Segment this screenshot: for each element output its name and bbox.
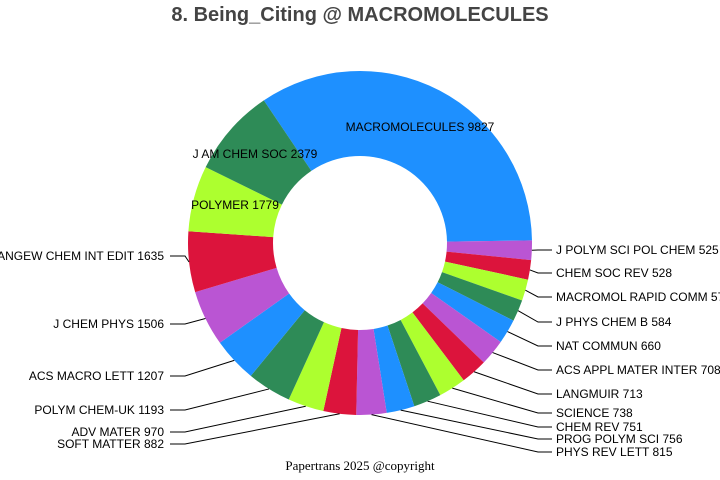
leader-line [517, 310, 552, 323]
slice-label: MACROMOL RAPID COMM 575 [556, 290, 720, 304]
donut-slice [188, 167, 282, 238]
donut-slice [422, 293, 501, 363]
leader-line [170, 413, 340, 445]
leader-line [452, 387, 552, 414]
slice-label: ADV MATER 970 [72, 425, 165, 439]
donut-slice [219, 293, 305, 376]
leader-line [170, 359, 235, 377]
donut-slice [263, 70, 532, 242]
donut-slice [373, 325, 415, 413]
donut-slice [387, 319, 441, 407]
leader-line [529, 269, 552, 274]
leader-line [473, 371, 552, 395]
leader-line [170, 388, 270, 411]
slice-label: ACS MACRO LETT 1207 [29, 369, 164, 383]
donut-slice [412, 303, 484, 381]
slice-label: J AM CHEM SOC 2379 [193, 147, 318, 161]
leader-line [170, 255, 190, 263]
leader-line [525, 289, 552, 298]
slice-label: PHYS REV LETT 815 [556, 445, 673, 459]
donut-slice [288, 322, 342, 412]
donut-slice [323, 327, 359, 415]
slice-label: NAT COMMUN 660 [556, 339, 661, 353]
leader-line [170, 405, 306, 433]
slice-label: ANGEW CHEM INT EDIT 1635 [0, 249, 164, 263]
slice-label: POLYMER 1779 [191, 198, 279, 212]
leader-line [170, 317, 206, 325]
donut-slice [431, 282, 514, 342]
leader-line [371, 414, 552, 453]
slice-label: POLYM CHEM-UK 1193 [34, 403, 164, 417]
chart-title: 8. Being_Citing @ MACROMOLECULES [171, 4, 549, 26]
slice-label: J POLYM SCI POL CHEM 525 [556, 243, 719, 257]
slice-label: LANGMUIR 713 [556, 387, 643, 401]
donut-slice [188, 231, 277, 293]
slice-label: SCIENCE 738 [556, 406, 633, 420]
slice-label: J PHYS CHEM B 584 [556, 315, 672, 329]
slice-label: SOFT MATTER 882 [57, 437, 164, 451]
leader-line [492, 352, 552, 371]
donut-slice [441, 261, 529, 301]
donut-slice [205, 100, 312, 205]
leader-line [507, 331, 552, 347]
donut-slice [400, 312, 464, 396]
slice-label: PROG POLYM SCI 756 [556, 432, 683, 446]
donut-slice [195, 267, 290, 343]
donut-slice [444, 251, 532, 280]
slice-label: CHEM SOC REV 528 [556, 266, 672, 280]
slice-label: J CHEM PHYS 1506 [53, 317, 164, 331]
donut-slice [437, 272, 523, 321]
leader-line [427, 400, 552, 428]
slice-label: CHEM REV 751 [556, 420, 643, 434]
donut-slice [356, 328, 387, 416]
donut-slice [250, 310, 324, 400]
leader-line [400, 409, 552, 440]
copyright-footer: Papertrans 2025 @copyright [285, 458, 435, 473]
donut-slice [446, 240, 532, 261]
slice-label: ACS APPL MATER INTER 708 [556, 363, 720, 377]
slice-label: MACROMOLECULES 9827 [346, 120, 495, 134]
